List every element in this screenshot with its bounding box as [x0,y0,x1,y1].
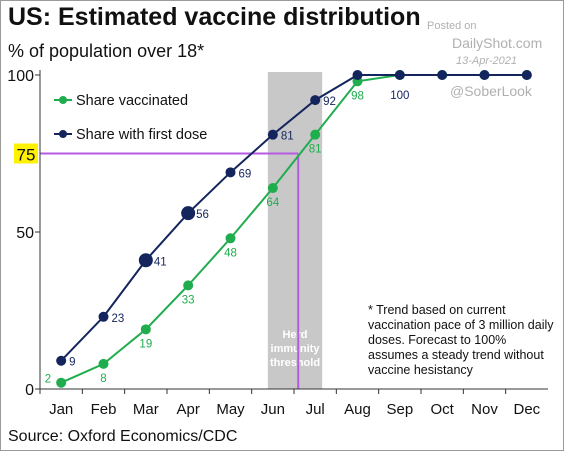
series-1-point-11 [521,70,532,80]
series-1-point-9 [437,70,448,80]
series-1-point-10 [479,70,490,80]
chart-subtitle: % of population over 18* [8,41,205,61]
legend-marker-0 [59,96,67,104]
threshold-label-box [14,143,38,164]
series-0-point-2 [140,324,151,335]
series-1-point-0 [56,355,67,366]
series-1-point-7 [352,70,363,80]
series-1-data-label-5: 81 [281,131,294,143]
series-1-point-8 [394,70,405,80]
y-tick-label-1: 50 [16,225,34,242]
series-1-data-label-3: 56 [196,209,209,221]
series-0-data-label-1: 8 [100,373,106,385]
series-0-data-label-4: 48 [224,247,237,259]
series-0-point-6 [310,129,321,140]
footnote: * Trend based on current vaccination pac… [368,303,554,377]
series-1-data-label-6: 92 [323,96,336,108]
legend-label-1: Share with first dose [76,127,207,143]
series-1-data-label-0: 9 [69,357,75,369]
series-0-point-3 [183,280,194,291]
legend-marker-1 [59,130,67,138]
series-line-1 [60,74,527,362]
chart-title: US: Estimated vaccine distribution [8,3,421,31]
series-1-data-label-4: 69 [239,168,252,180]
series-1-point-2 [138,253,153,268]
series-0-data-label-7: 98 [351,90,364,102]
watermark-date: 13-Apr-2021 [456,55,517,67]
x-tick-label-0: Jan [49,401,73,418]
series-0-data-label-5: 64 [266,197,279,209]
herd-band-label-1: immunity [271,343,321,355]
herd-band-label-2: threshold [270,357,320,369]
series-1-point-6 [310,95,321,106]
herd-band-label-0: Herd [282,329,307,341]
series-0-data-label-6: 81 [309,144,322,156]
series-0-point-0 [56,377,67,388]
source-note: Source: Oxford Economics/CDC [8,428,238,445]
series-0-data-label-0: 2 [45,374,51,386]
y-tick-label-0: 0 [25,382,34,399]
x-tick-label-1: Feb [91,401,117,418]
x-tick-label-10: Nov [471,401,498,418]
legend-label-0: Share vaccinated [76,93,188,109]
watermark-posted: Posted on [427,20,477,32]
series-1-point-4 [225,167,236,178]
x-tick-label-11: Dec [513,401,540,418]
x-tick-label-9: Oct [430,401,454,418]
watermark-site: DailyShot.com [452,35,543,51]
herd-immunity-band [267,72,323,389]
series-1-point-1 [98,311,109,322]
x-tick-label-2: Mar [133,401,159,418]
series-1-data-label-2: 41 [154,256,167,268]
x-tick-label-7: Aug [344,401,371,418]
x-tick-label-5: Jun [261,401,285,418]
series-0-data-label-2: 19 [139,338,152,350]
y-tick-label-2: 100 [7,68,34,85]
series-0-point-4 [225,233,236,244]
threshold-label: 75 [17,146,36,165]
series-1-point-5 [267,129,278,140]
watermark-handle: @SoberLook [450,83,532,99]
series-1-data-label-8: 100 [390,90,409,102]
x-tick-label-4: May [216,401,245,418]
x-tick-label-3: Apr [176,401,199,418]
series-1-data-label-1: 23 [112,313,125,325]
series-0-data-label-3: 33 [182,294,195,306]
series-0-point-1 [98,358,109,369]
series-1-point-3 [181,206,196,221]
x-tick-label-8: Sep [386,401,413,418]
series-0-point-5 [267,183,278,194]
x-tick-label-6: Jul [306,401,325,418]
